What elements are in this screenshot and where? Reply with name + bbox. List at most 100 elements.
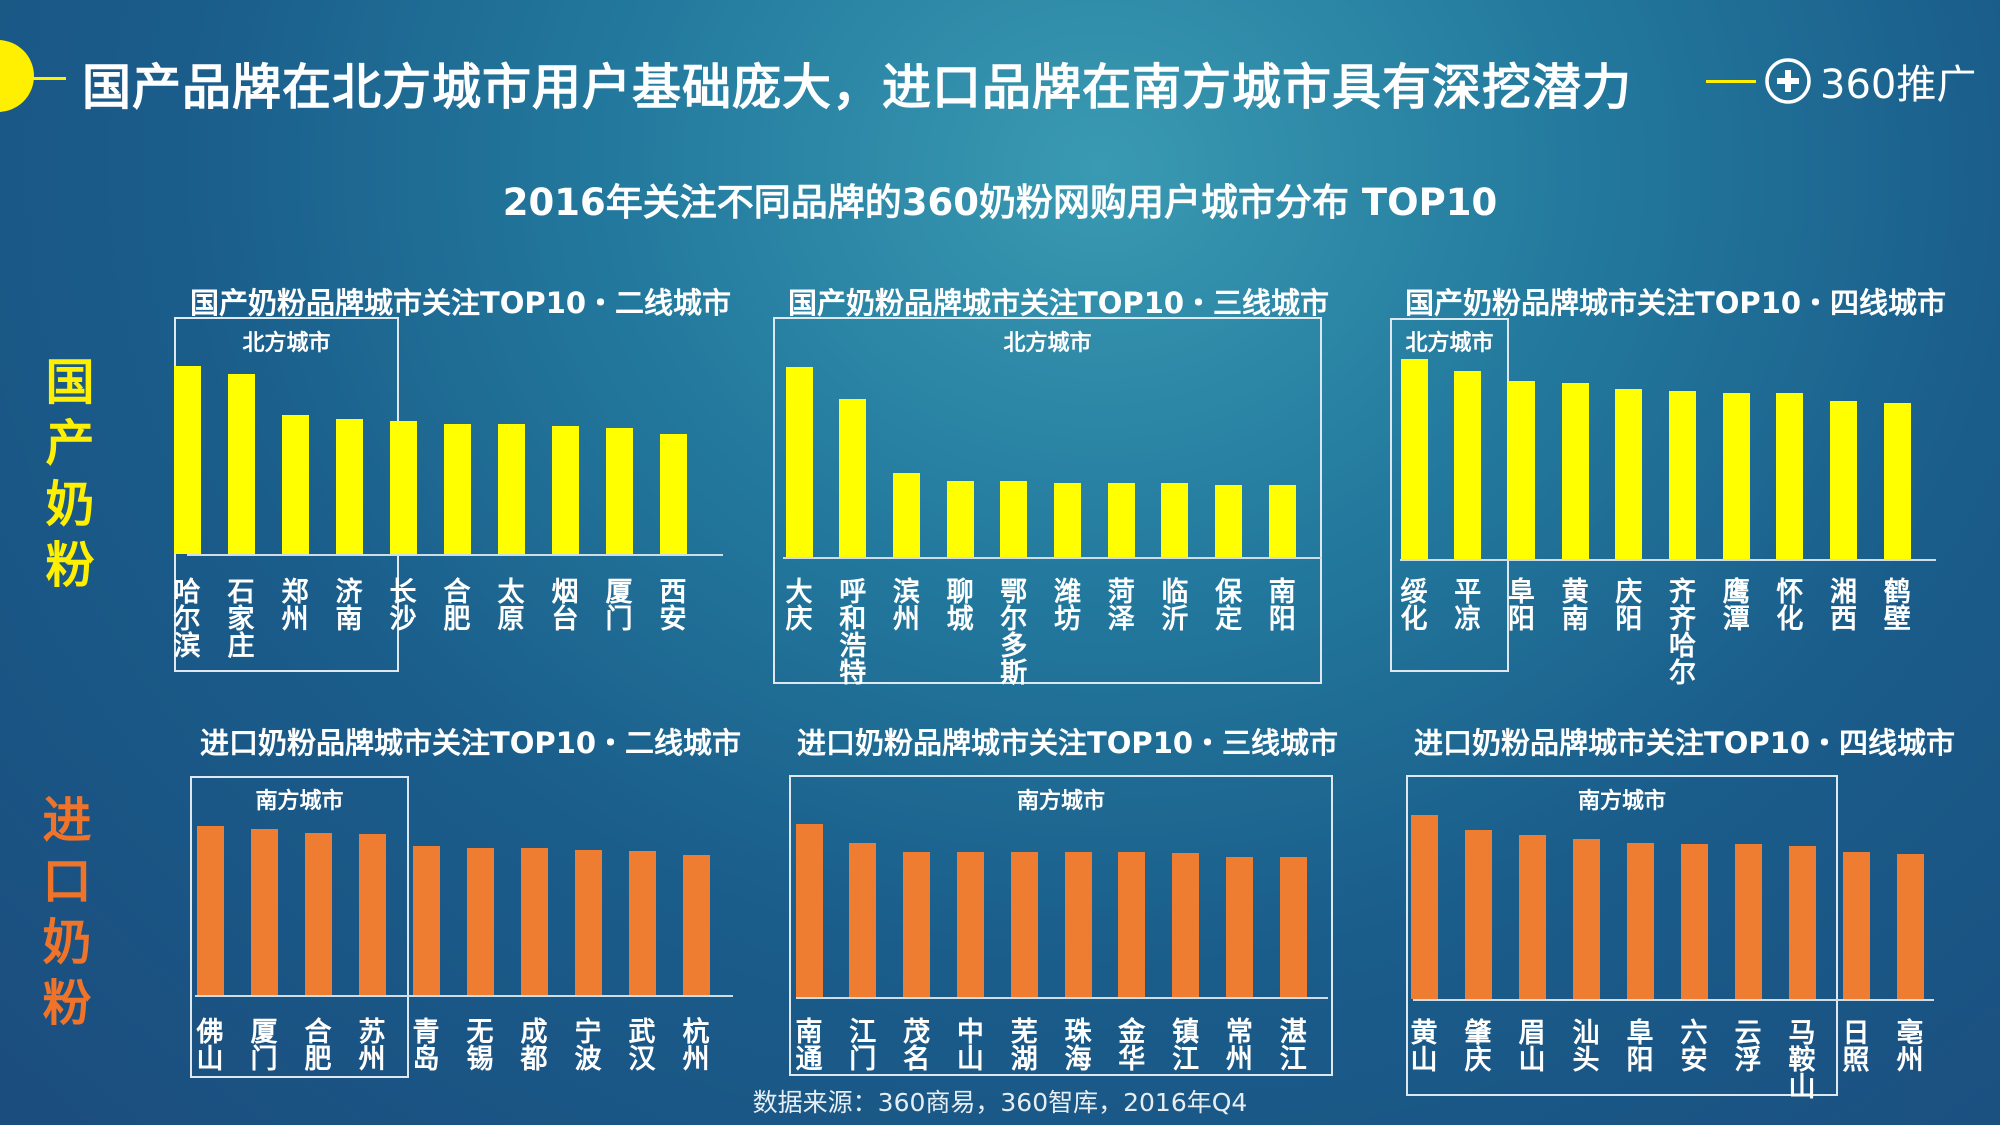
category-label: 湛江: [1276, 1019, 1310, 1073]
category-label: 镇江: [1169, 1019, 1203, 1073]
chart-title: 国产奶粉品牌城市关注TOP10・三线城市: [788, 286, 1330, 320]
category-label-char: 都: [520, 1044, 548, 1075]
bar: [1626, 842, 1654, 999]
category-label-char: 聊: [946, 577, 974, 608]
category-label: 鄂尔多斯: [997, 579, 1031, 687]
chart-title: 进口奶粉品牌城市关注TOP10・三线城市: [797, 726, 1339, 760]
category-label-char: 门: [605, 604, 633, 635]
category-label-char: 安: [1680, 1045, 1708, 1076]
category-label-char: 合: [304, 1017, 332, 1048]
category-label-char: 州: [1896, 1045, 1924, 1076]
category-label-char: 汉: [628, 1044, 656, 1075]
chart-title: 国产奶粉品牌城市关注TOP10・四线城市: [1405, 286, 1947, 320]
bar: [903, 851, 931, 997]
category-label-char: 原: [497, 604, 525, 635]
category-label-char: 安: [659, 604, 687, 635]
category-label-char: 郑: [281, 577, 309, 608]
category-label-char: 江: [1172, 1044, 1200, 1075]
category-label: 大庆: [782, 579, 816, 633]
category-label-char: 阳: [1268, 604, 1296, 635]
category-label-char: 坊: [1054, 604, 1081, 635]
category-label: 呼和浩特: [836, 579, 870, 687]
category-label: 日照: [1839, 1020, 1873, 1074]
category-label: 郑州: [278, 579, 312, 633]
side-label-char: 国: [45, 354, 95, 411]
category-label: 合肥: [440, 579, 474, 633]
category-label-char: 山: [196, 1044, 224, 1075]
category-label-char: 山: [1518, 1045, 1546, 1076]
category-label-char: 凉: [1454, 604, 1482, 635]
category-label-char: 台: [551, 604, 579, 635]
category-label-char: 南: [1268, 577, 1296, 608]
category-label-char: 青: [412, 1017, 440, 1048]
category-label-char: 州: [1225, 1044, 1253, 1075]
category-label-char: 潍: [1054, 577, 1081, 608]
group-label: 北方城市: [1003, 331, 1092, 356]
category-label: 黄山: [1407, 1020, 1441, 1074]
category-label-char: 茂: [903, 1017, 931, 1048]
category-label: 青岛: [409, 1019, 443, 1073]
bar: [1118, 851, 1146, 997]
category-label-char: 眉: [1518, 1018, 1546, 1049]
category-label-char: 怀: [1776, 577, 1804, 608]
category-label: 眉山: [1515, 1020, 1549, 1074]
category-label: 鹰潭: [1719, 579, 1753, 633]
side-label-char: 奶: [45, 476, 95, 533]
bar: [1722, 393, 1750, 559]
category-label: 武汉: [625, 1019, 659, 1073]
category-label: 汕头: [1569, 1020, 1603, 1074]
category-label: 肇庆: [1461, 1020, 1495, 1074]
group-label: 北方城市: [242, 331, 331, 356]
category-label: 聊城: [943, 579, 977, 633]
category-label-char: 滨: [173, 631, 201, 662]
bar: [1454, 371, 1482, 559]
category-label: 阜阳: [1504, 579, 1538, 633]
category-label-char: 湖: [1010, 1044, 1038, 1075]
category-label-char: 庄: [227, 631, 255, 662]
category-label-char: 齐: [1669, 577, 1696, 608]
group-label: 北方城市: [1405, 331, 1494, 356]
bar: [849, 843, 877, 997]
category-label-char: 斯: [1000, 658, 1028, 689]
category-label-char: 合: [443, 577, 471, 608]
side-label-char: 口: [42, 853, 92, 910]
category-label: 保定: [1212, 579, 1246, 633]
category-label-char: 鞍: [1788, 1045, 1816, 1076]
category-label-char: 多: [1000, 631, 1028, 662]
brand-name: 360推广: [1820, 62, 1977, 108]
category-label: 南通: [792, 1019, 826, 1073]
category-label: 黄南: [1558, 579, 1592, 633]
category-label: 常州: [1222, 1019, 1256, 1073]
category-label-char: 汕: [1572, 1018, 1600, 1049]
category-label-char: 江: [1279, 1044, 1307, 1075]
bar: [1572, 838, 1600, 999]
bar: [1776, 393, 1804, 559]
plus-circle-icon: [1765, 58, 1811, 104]
category-label: 阜阳: [1623, 1020, 1657, 1074]
category-label-char: 锡: [466, 1044, 494, 1075]
bar: [659, 433, 687, 554]
category-label-char: 镇: [1172, 1017, 1200, 1048]
category-label-char: 尔: [1000, 604, 1028, 635]
category-label-char: 长: [389, 577, 417, 608]
category-label-char: 烟: [551, 577, 579, 608]
bar: [281, 414, 309, 554]
header-right-rule: [1706, 80, 1756, 83]
bar: [1680, 844, 1708, 999]
category-label-char: 州: [281, 604, 309, 635]
category-label: 烟台: [548, 579, 582, 633]
bar: [1464, 829, 1492, 999]
category-label: 云浮: [1731, 1020, 1765, 1074]
category-label-char: 六: [1680, 1018, 1708, 1049]
header-left-rule: [30, 77, 66, 80]
category-label-char: 尔: [1669, 658, 1696, 689]
category-label: 石家庄: [224, 579, 258, 660]
category-label-char: 日: [1842, 1018, 1870, 1049]
category-label-char: 肥: [443, 604, 471, 635]
bar: [839, 399, 867, 557]
category-label-char: 无: [466, 1017, 494, 1048]
category-label-char: 潭: [1722, 604, 1750, 635]
category-label-char: 州: [892, 604, 920, 635]
category-label-char: 浩: [839, 631, 867, 662]
bar: [1161, 482, 1189, 557]
